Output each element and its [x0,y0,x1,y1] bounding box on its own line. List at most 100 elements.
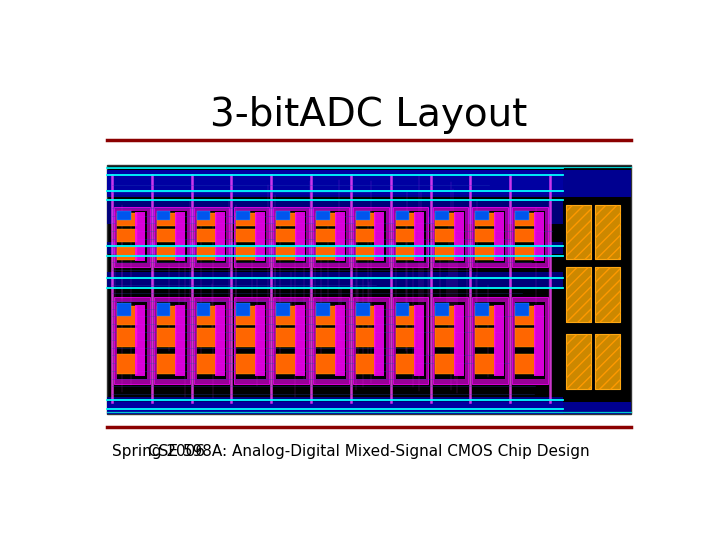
Bar [197,328,216,347]
Bar [515,247,535,260]
Bar [472,297,508,384]
Bar [294,212,305,261]
Bar [215,212,225,261]
Bar [274,207,309,267]
Bar [393,297,428,384]
FancyBboxPatch shape [107,165,631,414]
Bar [436,211,449,220]
Bar [316,302,330,316]
Bar [356,306,375,325]
Bar [566,334,591,389]
Bar [353,207,389,267]
Bar [374,305,384,376]
Bar [236,354,256,374]
Bar [475,247,495,260]
Bar [436,328,455,347]
Bar [236,211,266,264]
Bar [396,306,415,325]
Bar [515,302,528,316]
Bar [566,334,591,389]
Bar [117,211,130,220]
Bar [316,247,336,260]
Bar [117,211,147,264]
Bar [515,211,545,264]
Bar [475,328,495,347]
Bar [117,247,137,260]
Bar [236,211,250,220]
Bar [515,228,535,242]
Bar [255,212,265,261]
Bar [356,302,369,316]
Bar [233,297,269,384]
Bar [475,211,505,264]
Bar [157,228,176,242]
Text: 3-bitADC Layout: 3-bitADC Layout [210,96,528,134]
Bar [512,207,548,267]
Bar [396,211,410,220]
Bar [316,354,336,374]
Bar [135,212,145,261]
Bar [454,212,464,261]
Bar [157,247,176,260]
Bar [157,213,176,226]
Bar [436,247,455,260]
Bar [512,297,548,384]
Bar [114,297,150,384]
Bar [396,228,415,242]
Bar [316,228,336,242]
Bar [197,228,216,242]
Bar [436,302,449,316]
Bar [595,334,620,389]
Bar [316,306,336,325]
Bar [276,306,296,325]
Bar [117,302,147,379]
Bar [436,211,465,264]
Bar [215,305,225,376]
Bar [436,354,455,374]
Bar [114,207,150,267]
Bar [316,211,346,264]
Bar [414,305,424,376]
Bar [276,247,296,260]
Bar [107,272,563,287]
Bar [472,207,508,267]
Bar [515,328,535,347]
Bar [197,247,216,260]
Bar [414,212,424,261]
Bar [356,354,375,374]
Bar [157,306,176,325]
Bar [194,297,230,384]
Bar [107,402,631,414]
Bar [175,212,185,261]
Bar [316,328,336,347]
Bar [157,302,171,316]
Bar [475,302,505,379]
Bar [157,302,186,379]
Bar [157,211,171,220]
Bar [566,205,591,259]
Bar [595,205,620,259]
Bar [475,302,489,316]
Bar [197,302,210,316]
Bar [274,297,309,384]
Bar [236,302,250,316]
Bar [154,297,189,384]
Bar [356,328,375,347]
Bar [534,212,544,261]
Bar [436,302,465,379]
Bar [236,213,256,226]
Bar [436,306,455,325]
Bar [197,354,216,374]
Bar [515,306,535,325]
Bar [255,305,265,376]
Bar [494,305,504,376]
Bar [154,207,189,267]
Bar [236,302,266,379]
Bar [276,354,296,374]
Bar [117,213,137,226]
Bar [276,302,306,379]
Bar [353,297,389,384]
Bar [356,302,386,379]
Bar [515,302,545,379]
Bar [595,334,620,389]
